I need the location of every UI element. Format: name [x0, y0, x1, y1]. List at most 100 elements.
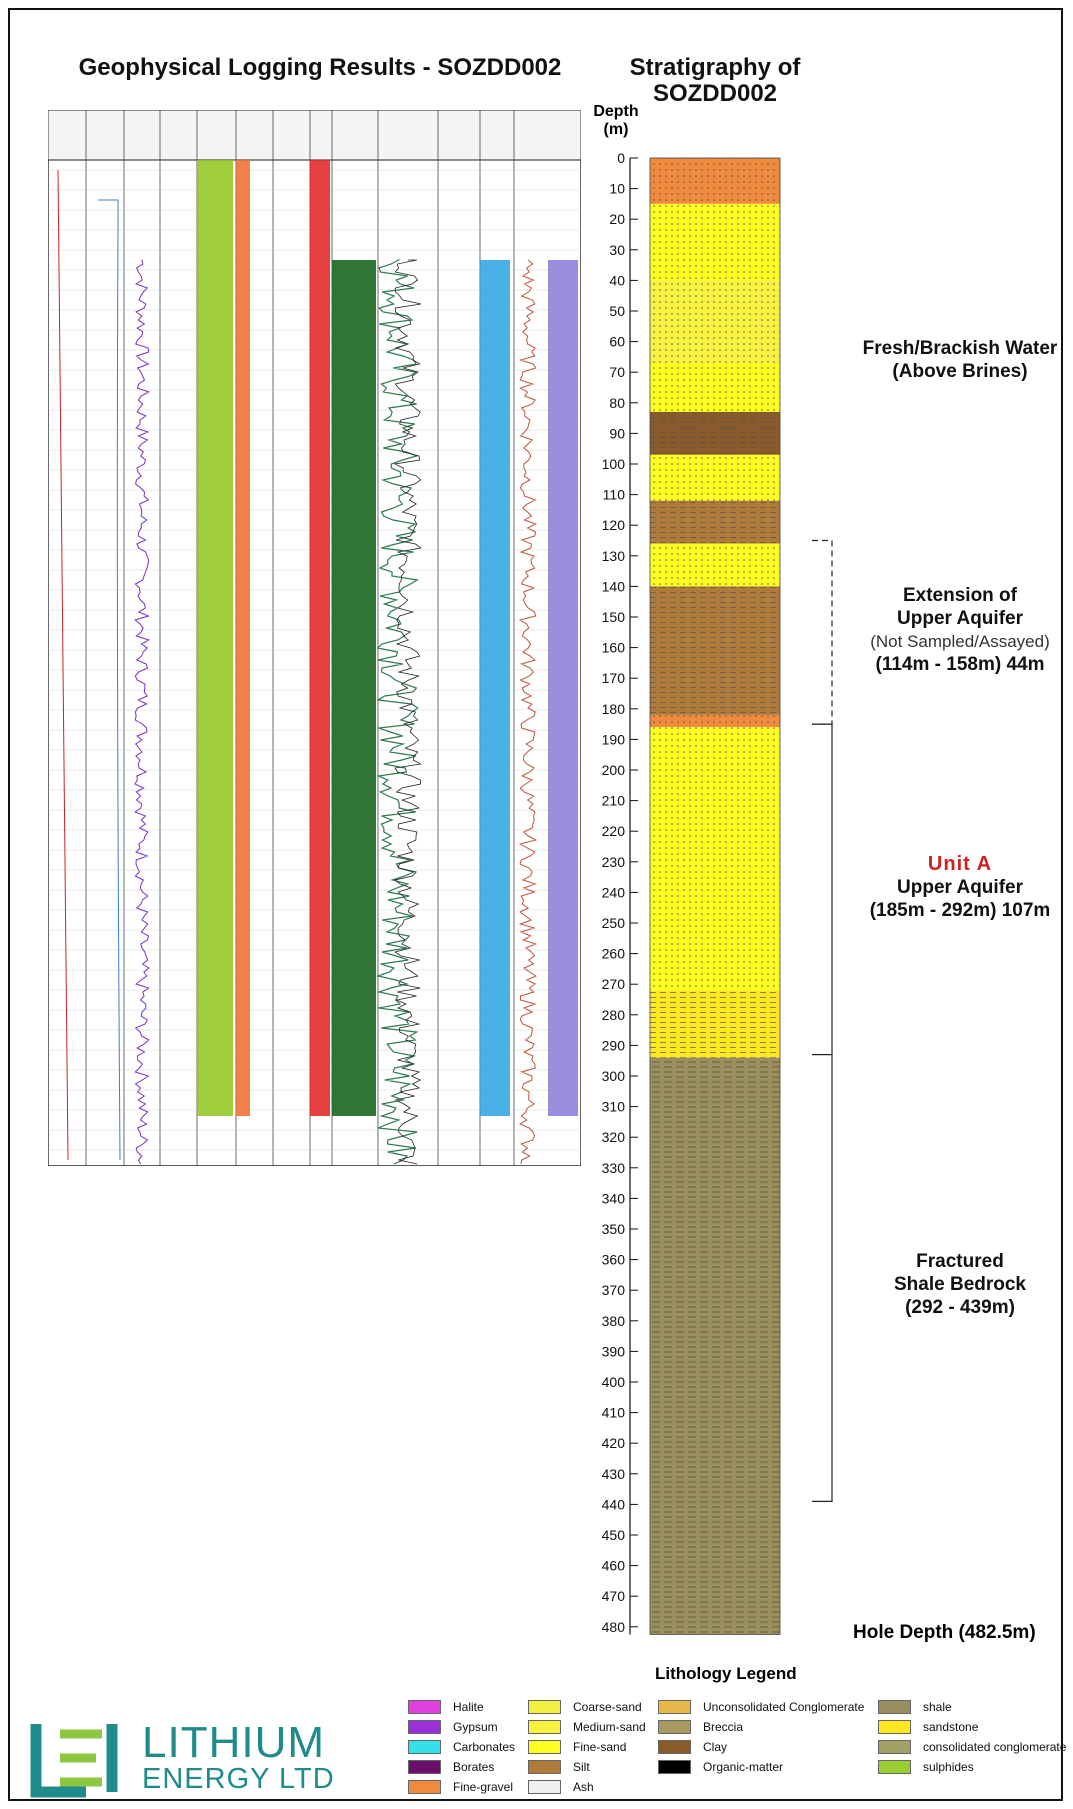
- legend-swatch: [878, 1740, 911, 1754]
- strat-unit-pattern: [650, 203, 780, 281]
- legend-item: sulphides: [878, 1760, 974, 1774]
- depth-tick-label: 210: [602, 793, 626, 809]
- legend-item: Organic-matter: [658, 1760, 783, 1774]
- legend-swatch: [528, 1780, 561, 1794]
- legend-swatch: [528, 1720, 561, 1734]
- depth-tick-label: 330: [602, 1160, 626, 1176]
- depth-tick-label: 310: [602, 1099, 626, 1115]
- interval-bracket: [812, 723, 833, 1056]
- depth-tick-label: 160: [602, 640, 626, 656]
- depth-tick-label: 180: [602, 701, 626, 717]
- legend-label: sulphides: [923, 1760, 974, 1774]
- annotation-line: (185m - 292m) 107m: [869, 900, 1051, 921]
- strat-unit-pattern: [650, 411, 780, 455]
- depth-tick-label: 140: [602, 578, 626, 594]
- depth-tick-label: 370: [602, 1282, 626, 1298]
- depth-tick-label: 420: [602, 1435, 626, 1451]
- legend-item: Medium-sand: [528, 1720, 646, 1734]
- depth-tick-label: 250: [602, 915, 626, 931]
- depth-tick-label: 230: [602, 854, 626, 870]
- legend-item: Fine-sand: [528, 1740, 626, 1754]
- depth-tick-label: 40: [609, 272, 625, 288]
- depth-tick-label: 480: [602, 1619, 626, 1635]
- legend-swatch: [658, 1760, 691, 1774]
- depth-axis-label: Depth (m): [586, 103, 646, 139]
- legend-item: Unconsolidated Conglomerate: [658, 1700, 864, 1714]
- depth-label-line1: Depth: [593, 103, 639, 120]
- annotation-line: Upper Aquifer: [897, 877, 1023, 898]
- depth-tick-label: 290: [602, 1037, 626, 1053]
- legend-label: consolidated conglomerate: [923, 1740, 1067, 1754]
- log-curve: [98, 199, 121, 1161]
- depth-tick-label: 350: [602, 1221, 626, 1237]
- legend-item: Ash: [528, 1780, 594, 1794]
- legend-label: Fine-gravel: [453, 1780, 514, 1794]
- annotation-fresh-water: Fresh/Brackish Water (Above Brines): [840, 337, 1073, 383]
- stratigraphic-column: 0 10 20 30 40 50 60 70 80 90 100 110 120 130 140 150 160…: [602, 150, 833, 1635]
- depth-tick-label: 30: [609, 242, 625, 258]
- annotation-range: (114m - 158m) 44m: [875, 654, 1045, 675]
- annotation-unit-a: Unit A Upper Aquifer (185m - 292m) 107m: [840, 853, 1073, 922]
- legend-swatch: [658, 1740, 691, 1754]
- depth-tick-label: 270: [602, 976, 626, 992]
- legend-item: shale: [878, 1700, 952, 1714]
- log-track-fill: [548, 260, 578, 1116]
- log-track-fill: [480, 260, 510, 1116]
- legend-label: Coarse-sand: [573, 1700, 642, 1714]
- legend-swatch: [528, 1740, 561, 1754]
- strat-unit-pattern: [650, 500, 780, 544]
- depth-tick-label: 190: [602, 731, 626, 747]
- depth-tick-label: 70: [609, 364, 625, 380]
- legend-swatch: [528, 1760, 561, 1774]
- interval-bracket: [812, 539, 833, 725]
- legend-label: Unconsolidated Conglomerate: [703, 1700, 865, 1714]
- legend-label: Borates: [453, 1760, 495, 1774]
- log-curve: [134, 259, 151, 1165]
- depth-tick-label: 0: [617, 150, 625, 166]
- annotation-note: (Not Sampled/Assayed): [870, 632, 1050, 651]
- depth-tick-label: 400: [602, 1374, 626, 1390]
- depth-tick-label: 50: [609, 303, 625, 319]
- log-panel-title: Geophysical Logging Results - SOZDD002: [78, 54, 562, 81]
- strat-unit-pattern: [650, 363, 780, 412]
- legend-swatch: [658, 1700, 691, 1714]
- annotation-line: (292 - 439m): [905, 1297, 1015, 1318]
- interval-bracket: [812, 1053, 833, 1502]
- depth-tick-label: 200: [602, 762, 626, 778]
- legend-label: Silt: [573, 1760, 590, 1774]
- legend-label: Medium-sand: [573, 1720, 646, 1734]
- strat-unit-pattern: [650, 727, 780, 991]
- depth-tick-label: 130: [602, 548, 626, 564]
- depth-tick-label: 280: [602, 1007, 626, 1023]
- legend-swatch: [408, 1780, 441, 1794]
- depth-tick-label: 410: [602, 1405, 626, 1421]
- depth-tick-label: 20: [609, 211, 625, 227]
- log-curve: [393, 259, 422, 1165]
- legend-swatch: [408, 1760, 441, 1774]
- stratigraphy-title: Stratigraphy of SOZDD002: [600, 55, 830, 107]
- strat-unit-pattern: [650, 158, 780, 204]
- legend-swatch: [408, 1700, 441, 1714]
- legend-item: Clay: [658, 1740, 727, 1754]
- legend-label: shale: [923, 1700, 952, 1714]
- legend-item: Coarse-sand: [528, 1700, 642, 1714]
- annotation-line: Shale Bedrock: [894, 1274, 1026, 1295]
- depth-tick-label: 450: [602, 1527, 626, 1543]
- geophysical-log-panel: [48, 110, 581, 1166]
- log-curve: [518, 259, 538, 1165]
- legend-label: Breccia: [703, 1720, 744, 1734]
- legend-item: Halite: [408, 1700, 484, 1714]
- annotation-line: Fractured: [916, 1251, 1004, 1272]
- legend-swatch: [878, 1700, 911, 1714]
- legend-item: Gypsum: [408, 1720, 498, 1734]
- depth-tick-label: 470: [602, 1588, 626, 1604]
- legend-swatch: [878, 1720, 911, 1734]
- legend-label: Carbonates: [453, 1740, 516, 1754]
- legend-label: Ash: [573, 1780, 594, 1794]
- legend-label: Gypsum: [453, 1720, 498, 1734]
- stratigraphy-title-line2: SOZDD002: [652, 80, 778, 107]
- annotation-line: Extension of: [902, 585, 1017, 606]
- annotation-extension-upper-aquifer: Extension of Upper Aquifer (Not Sampled/…: [840, 584, 1073, 676]
- strat-unit-pattern: [650, 454, 780, 501]
- legend-label: Halite: [453, 1700, 484, 1714]
